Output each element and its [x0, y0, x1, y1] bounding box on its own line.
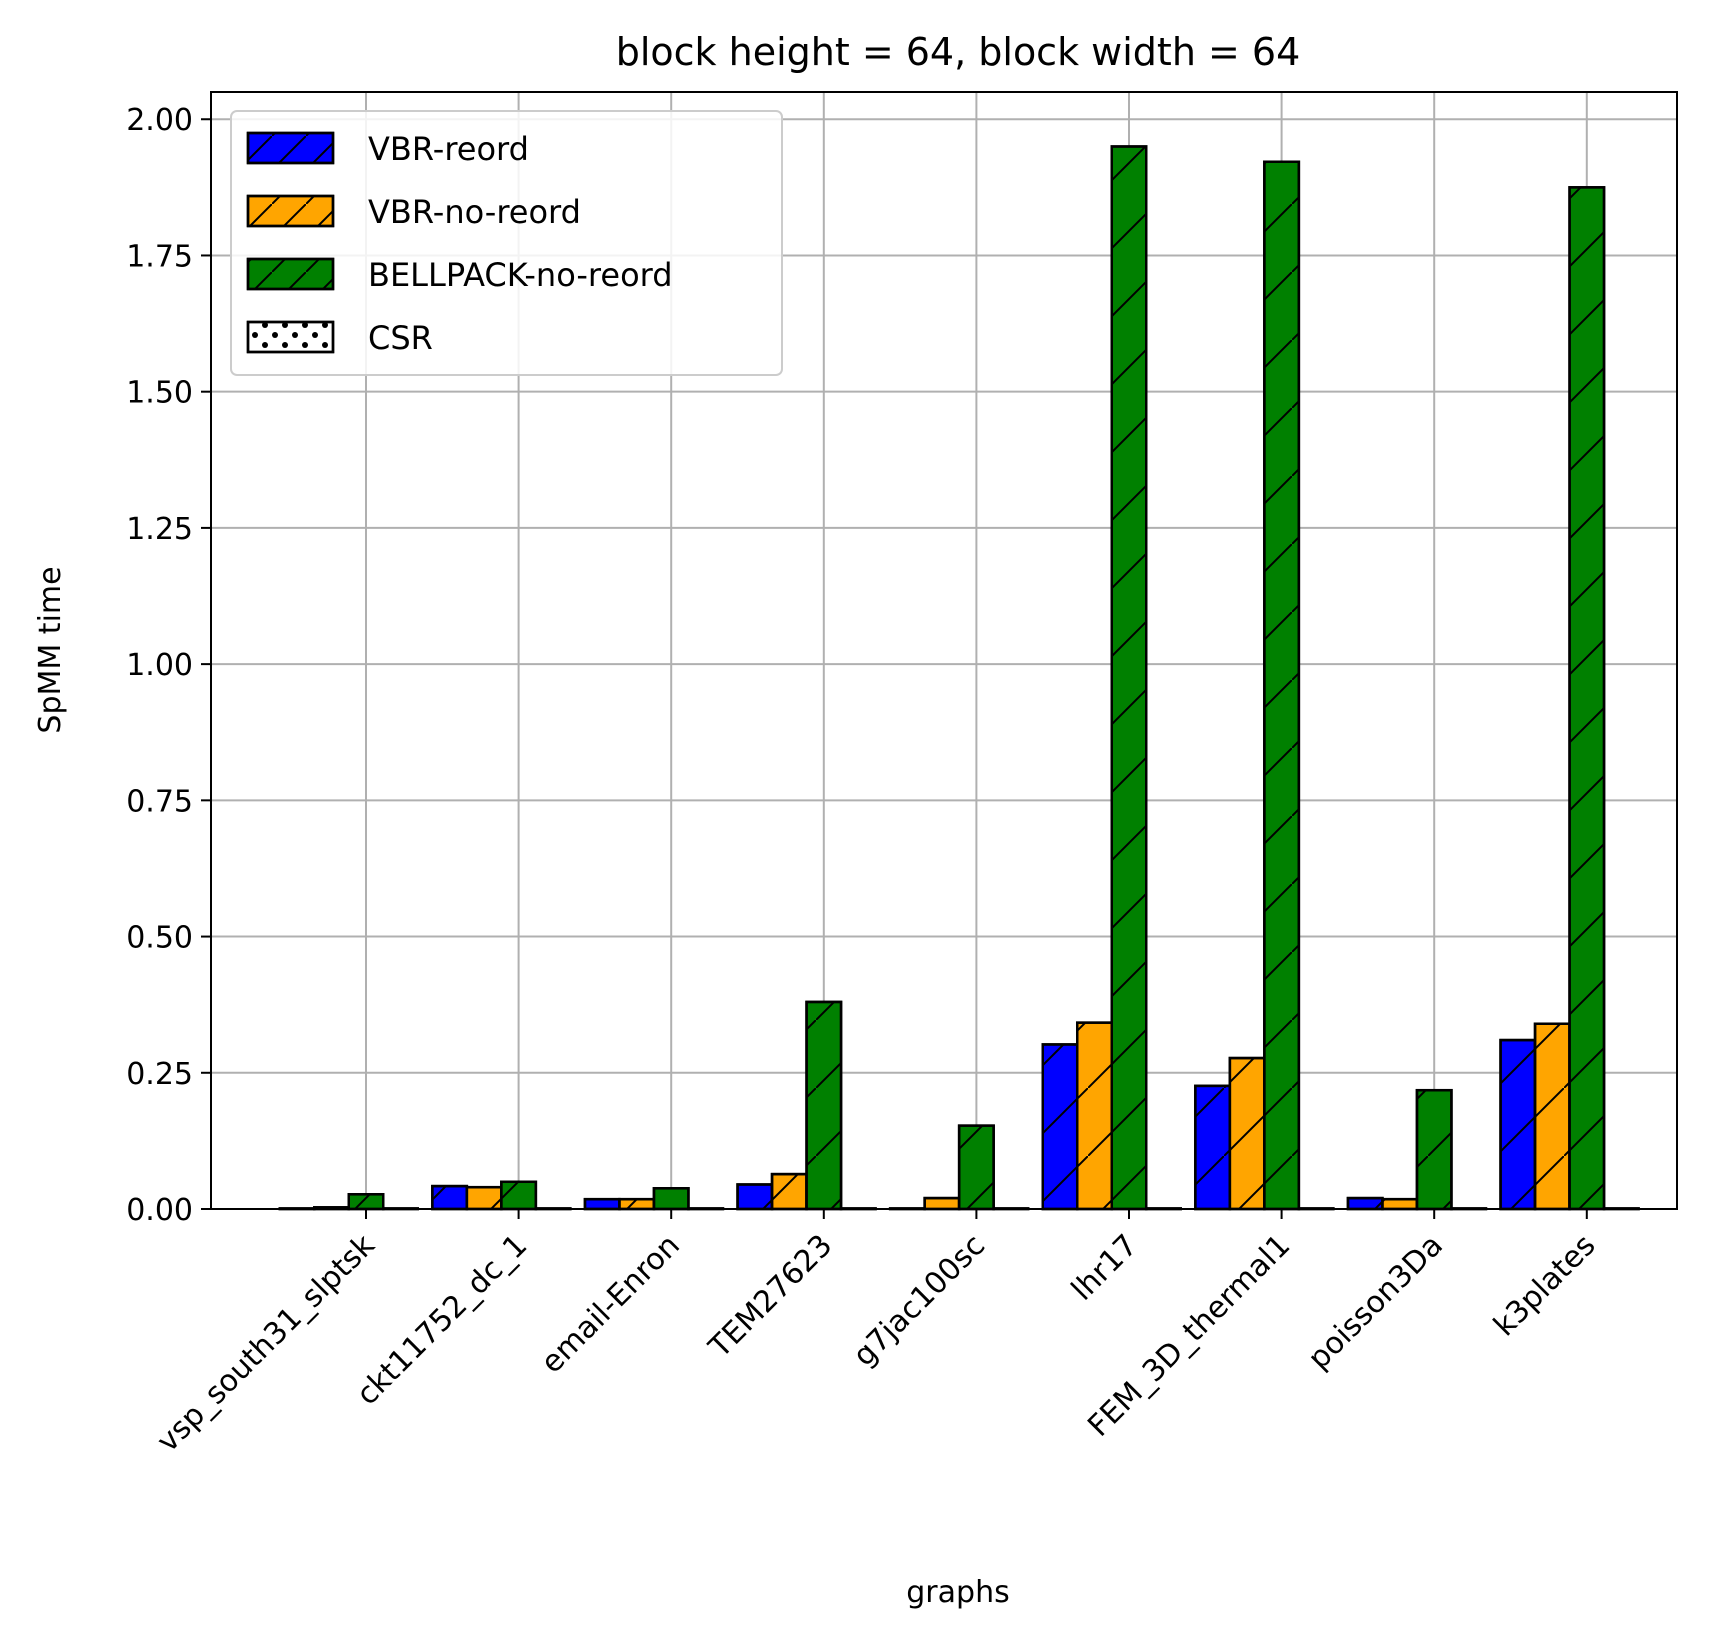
bar-pattern	[770, 1172, 808, 1211]
bar-pattern	[431, 1184, 469, 1211]
legend-item: VBR-reord	[246, 130, 529, 168]
bar-BELLPACK-no-reord	[652, 1187, 690, 1211]
x-tick-label: g7jac100sc	[847, 1228, 992, 1373]
x-axis-label: graphs	[906, 1575, 1009, 1610]
bar-pattern	[583, 1197, 621, 1211]
x-tick-label: lhr17	[1065, 1228, 1145, 1308]
bar-pattern	[1568, 186, 1606, 1211]
bar-VBR-reord	[431, 1184, 469, 1211]
bar-pattern	[652, 1187, 690, 1211]
bar-pattern	[957, 1124, 995, 1211]
bar-VBR-no-reord	[770, 1172, 808, 1211]
bar-BELLPACK-no-reord	[500, 1180, 538, 1211]
bar-pattern	[1415, 1088, 1453, 1211]
y-tick-label: 0.75	[126, 784, 193, 819]
x-tick-label: poisson3Da	[1301, 1228, 1449, 1376]
x-tick-label: k3plates	[1487, 1228, 1602, 1343]
y-tick-label: 1.00	[126, 648, 193, 683]
y-tick-label: 1.25	[126, 512, 193, 547]
bar-VBR-no-reord	[1381, 1197, 1419, 1211]
y-tick-label: 0.25	[126, 1057, 193, 1092]
legend-swatch-pattern	[246, 131, 335, 165]
bar-BELLPACK-no-reord	[1263, 160, 1301, 1211]
y-tick-label: 1.75	[126, 239, 193, 274]
bar-pattern	[1110, 145, 1148, 1211]
bar-VBR-reord	[1346, 1196, 1384, 1211]
x-tick-label: email-Enron	[534, 1228, 686, 1380]
y-tick-label: 2.00	[126, 103, 193, 138]
bar-pattern	[1263, 160, 1301, 1211]
bar-VBR-reord	[583, 1197, 621, 1211]
bar-BELLPACK-no-reord	[957, 1124, 995, 1211]
bar-VBR-no-reord	[923, 1196, 961, 1211]
bar-BELLPACK-no-reord	[1415, 1088, 1453, 1211]
bar-VBR-reord	[736, 1183, 774, 1211]
y-tick-label: 0.00	[126, 1193, 193, 1228]
y-tick-label: 1.50	[126, 376, 193, 411]
bar-pattern	[923, 1196, 961, 1211]
y-axis-label: SpMM time	[33, 566, 68, 733]
y-tick-label: 0.50	[126, 921, 193, 956]
bar-VBR-no-reord	[465, 1185, 503, 1211]
legend-label: BELLPACK-no-reord	[368, 256, 673, 294]
bar-VBR-reord	[1041, 1043, 1079, 1211]
bar-pattern	[1194, 1084, 1232, 1211]
bar-pattern	[347, 1193, 385, 1211]
legend-item: BELLPACK-no-reord	[246, 256, 673, 294]
bar-VBR-no-reord	[618, 1197, 656, 1211]
bar-pattern	[500, 1180, 538, 1211]
bar-BELLPACK-no-reord	[347, 1193, 385, 1211]
bar-pattern	[805, 1000, 843, 1211]
plot-frame	[210, 91, 1678, 1210]
bar-pattern	[1228, 1056, 1266, 1211]
bar-VBR-no-reord	[1228, 1056, 1266, 1211]
legend-label: CSR	[368, 319, 433, 357]
bar-pattern	[736, 1183, 774, 1211]
bar-VBR-reord	[1499, 1038, 1537, 1211]
bar-VBR-no-reord	[1076, 1021, 1113, 1211]
legend-item: CSR	[246, 319, 433, 357]
legend-label: VBR-no-reord	[368, 193, 581, 231]
x-tick-label: TEM27623	[702, 1228, 840, 1366]
bar-pattern	[1499, 1038, 1537, 1211]
bar-pattern	[465, 1185, 503, 1211]
legend-item: VBR-no-reord	[246, 193, 581, 231]
y-axis: 0.00 0.25 0.50 0.75 1.00 1.25 1.50 1.75 2.00	[126, 103, 211, 1228]
bar-pattern	[1076, 1021, 1113, 1211]
bar-pattern	[1533, 1022, 1571, 1211]
bar-pattern	[1381, 1197, 1419, 1211]
bar-pattern	[1041, 1043, 1079, 1211]
bars	[278, 145, 1640, 1211]
bar-VBR-no-reord	[1533, 1022, 1571, 1211]
legend-swatch-pattern	[246, 257, 335, 291]
legend-box	[230, 110, 783, 376]
bar-VBR-reord	[1194, 1084, 1232, 1211]
bar-BELLPACK-no-reord	[1110, 145, 1148, 1211]
bar-BELLPACK-no-reord	[805, 1000, 843, 1211]
legend-label: VBR-reord	[368, 130, 529, 168]
legend-swatch-pattern	[246, 194, 335, 228]
legend: VBR-reord VBR-no-reord BELLPACK-no-reord CS…	[230, 110, 783, 376]
chart-title: block height = 64, block width = 64	[616, 30, 1301, 74]
bar-pattern	[618, 1197, 656, 1211]
bar-pattern	[1346, 1196, 1384, 1211]
legend-swatch-pattern	[246, 320, 335, 354]
x-tick-label: vsp_south31_slptsk	[150, 1227, 382, 1459]
bar-BELLPACK-no-reord	[1568, 186, 1606, 1211]
